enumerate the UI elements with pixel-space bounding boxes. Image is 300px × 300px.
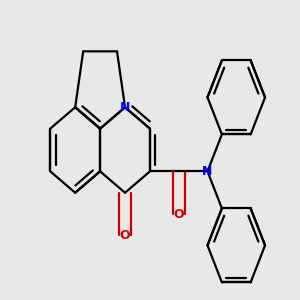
Text: O: O (120, 229, 130, 242)
Text: N: N (120, 101, 130, 114)
Text: N: N (202, 165, 213, 178)
Text: O: O (173, 208, 184, 220)
